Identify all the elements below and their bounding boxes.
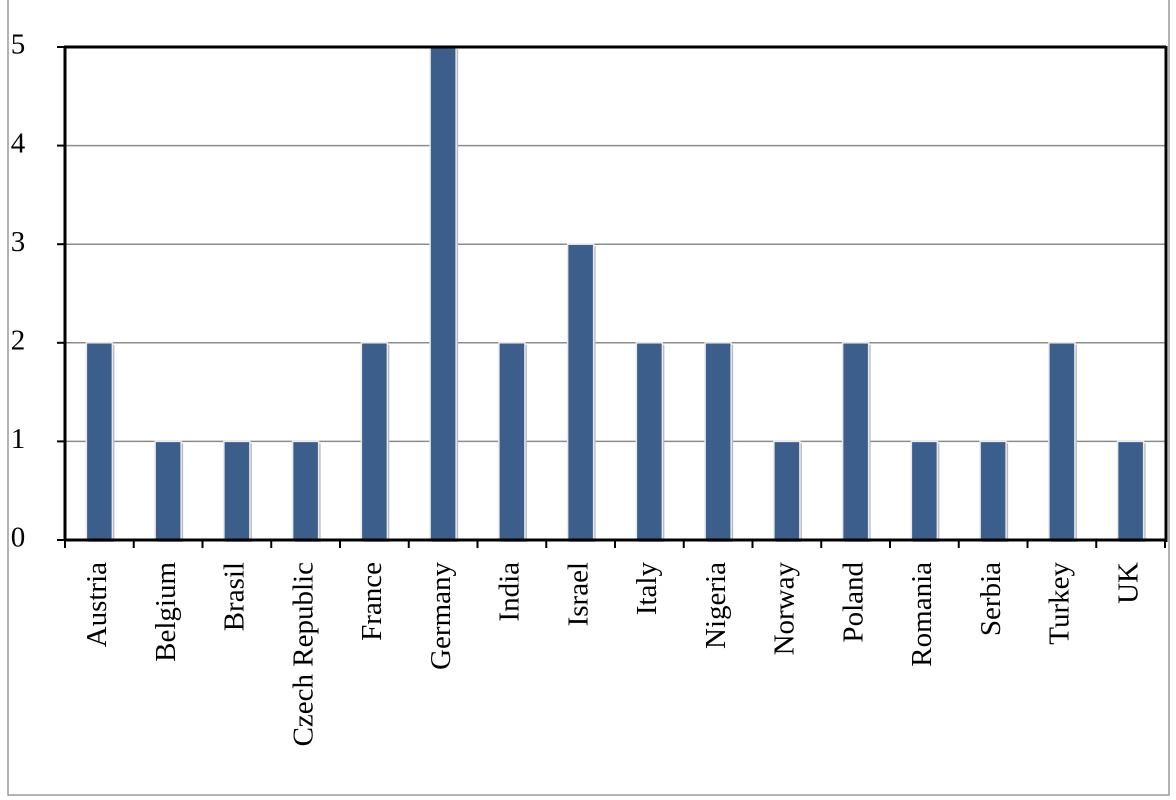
bar [154,440,182,541]
bar [85,342,114,541]
x-tick-label: Germany [425,562,457,670]
y-tick-label: 4 [11,127,26,159]
bar [979,440,1007,541]
x-tick-label: Turkey [1044,562,1076,645]
y-tick-label: 0 [11,522,26,554]
bar [773,440,801,541]
bar [360,342,389,541]
x-tick-label: Nigeria [700,562,732,649]
y-tick-label: 2 [11,324,26,356]
x-tick-label: UK [1112,562,1144,604]
x-tick-label: Belgium [150,562,182,662]
bar [910,440,939,541]
x-tick-label: Norway [769,562,801,656]
bar [291,440,320,541]
x-tick-label: India [494,562,526,622]
x-tick-label: Czech Republic [287,562,319,746]
axes: 0 1 2 3 4 5 Austria Belgium Brasil Czech Republic… [11,29,1166,746]
bars [85,46,1146,542]
y-tick-label: 1 [11,423,26,455]
bar [429,46,457,541]
bar [635,342,664,541]
bar [223,440,251,541]
x-tick-label: Poland [837,562,869,643]
bar [841,342,870,541]
x-tick-label: Brasil [219,562,251,631]
x-tick-label: France [356,562,388,641]
plot-frame [64,45,1168,542]
bar [1048,342,1076,541]
x-tick-label: Austria [81,562,113,648]
x-tick-label: Serbia [975,562,1007,636]
bar [704,342,732,541]
x-tick-label: Italy [631,562,663,616]
x-tick-label: Israel [562,562,594,626]
bar [498,342,526,541]
bar [1116,440,1145,541]
y-tick-label: 5 [11,29,26,61]
y-tick-label: 3 [11,226,26,258]
bar [566,243,595,541]
x-tick-label: Romania [906,562,938,667]
